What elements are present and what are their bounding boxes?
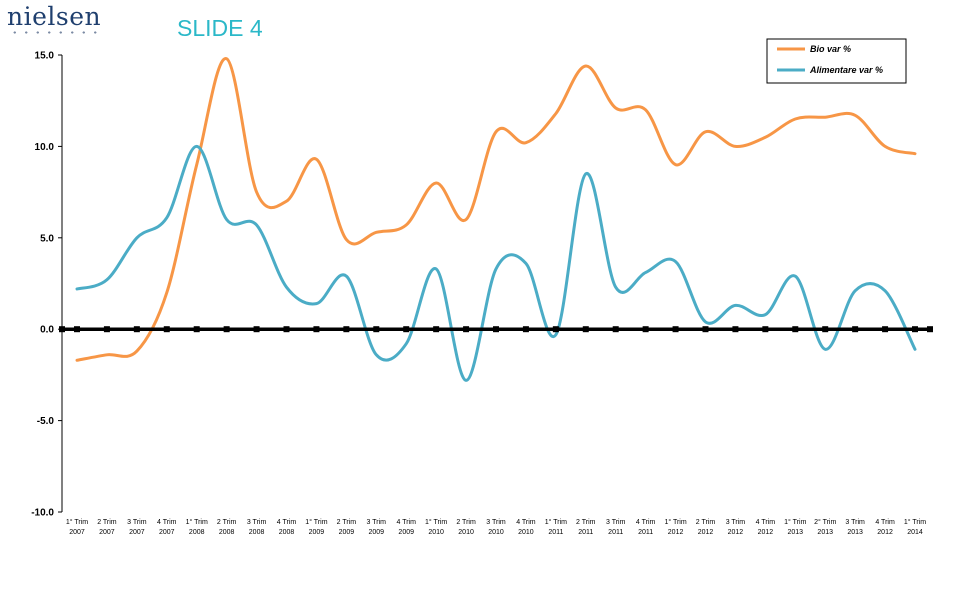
zero-line-marker (552, 326, 559, 333)
zero-line-marker (433, 326, 440, 333)
zero-line-marker (927, 326, 933, 333)
zero-line-marker (103, 326, 110, 333)
y-tick-label: 15.0 (35, 51, 55, 62)
zero-line-marker (912, 326, 918, 333)
x-tick-label: 3 Trim 2012 (726, 519, 746, 536)
zero-line-marker (253, 326, 260, 333)
legend-label: Alimentare var % (809, 65, 883, 75)
zero-line-marker (74, 326, 80, 333)
x-tick-label: 4 Trim 2008 (277, 519, 297, 536)
slide-title: SLIDE 4 (177, 15, 263, 41)
x-tick-label: 2 Trim 2008 (217, 519, 237, 536)
legend: Bio var % Alimentare var % (766, 38, 907, 84)
logo-text: nielsen (7, 2, 102, 31)
zero-line-marker (493, 326, 499, 333)
legend-label: Bio var % (810, 44, 851, 54)
series-line-2 (75, 144, 917, 382)
zero-line-marker (642, 326, 649, 333)
zero-line-marker (852, 326, 859, 333)
legend-box (766, 38, 907, 84)
y-tick-label: 0.0 (40, 325, 54, 336)
series-layer (75, 57, 917, 382)
x-tick-label: 4 Trim 2012 (756, 519, 776, 536)
zero-line-marker (732, 326, 739, 333)
zero-line-marker (163, 326, 170, 333)
x-tick-label: 1° Trim 2007 (66, 518, 88, 536)
x-tick-label: 4 Trim 2010 (516, 519, 536, 536)
x-tick-label: 1° Trim 2012 (664, 518, 686, 536)
x-tick-label: 3 Trim 2008 (247, 519, 267, 536)
zero-line-marker (792, 326, 799, 333)
x-tick-label: 2 Trim 2009 (337, 519, 357, 536)
x-tick-label: 3 Trim 2007 (127, 519, 147, 536)
zero-line-marker (882, 326, 889, 333)
x-tick-label: 2 Trim 2011 (576, 519, 596, 536)
zero-line-marker (822, 326, 829, 333)
x-tick-label: 3 Trim 2013 (845, 519, 865, 536)
zero-line-marker (612, 326, 619, 333)
zero-line-marker (762, 326, 769, 333)
series-line-1 (75, 57, 917, 362)
zero-line-marker (672, 326, 679, 333)
logo-dots (9, 31, 101, 34)
zero-line-marker (522, 326, 529, 333)
y-tick-label: -10.0 (31, 508, 54, 519)
zero-line-marker (193, 326, 200, 333)
x-tick-label: 4 Trim 2011 (636, 519, 656, 536)
x-tick-label: 2 Trim 2007 (97, 519, 117, 536)
y-tick-label: -5.0 (37, 416, 55, 427)
zero-line-marker (702, 326, 709, 333)
nielsen-logo: nielsen (7, 2, 102, 34)
x-tick-label: 1° Trim 2013 (784, 518, 806, 536)
x-tick-label: 3 Trim 2010 (486, 519, 506, 536)
zero-line-marker (343, 326, 350, 333)
x-tick-label: 3 Trim 2009 (367, 519, 387, 536)
zero-line-marker (463, 326, 470, 333)
x-tick-label: 3 Trim 2011 (606, 519, 626, 536)
zero-line-marker (133, 326, 140, 333)
x-tick-label: 1° Trim 2014 (904, 518, 926, 536)
x-tick-label: 1° Trim 2010 (425, 518, 447, 536)
y-tick-label: 10.0 (35, 142, 55, 153)
zero-line-marker (403, 326, 410, 333)
zero-line-marker (313, 326, 320, 333)
x-tick-label: 4 Trim 2007 (157, 519, 177, 536)
y-tick-label: 5.0 (40, 233, 54, 244)
chart-axes: 15.0 10.0 5.0 0.0 -5.0 -10.0 1° Trim 2007 2 Trim… (31, 51, 926, 537)
x-tick-label: 1° Trim 2008 (186, 518, 208, 536)
zero-line-layer (59, 326, 933, 333)
zero-line-marker (283, 326, 290, 333)
x-tick-label: 2 Trim 2012 (696, 519, 716, 536)
x-tick-label: 2 Trim 2010 (456, 519, 476, 536)
zero-line-marker (59, 326, 65, 333)
x-tick-label: 2° Trim 2013 (814, 518, 836, 536)
zero-line-marker (373, 326, 380, 333)
x-tick-label: 4 Trim 2012 (875, 519, 895, 536)
x-tick-label: 1° Trim 2009 (305, 518, 327, 536)
zero-line-marker (223, 326, 230, 333)
x-tick-label: 1° Trim 2011 (545, 518, 567, 536)
x-tick-label: 4 Trim 2009 (396, 519, 416, 536)
zero-line-marker (582, 326, 589, 333)
